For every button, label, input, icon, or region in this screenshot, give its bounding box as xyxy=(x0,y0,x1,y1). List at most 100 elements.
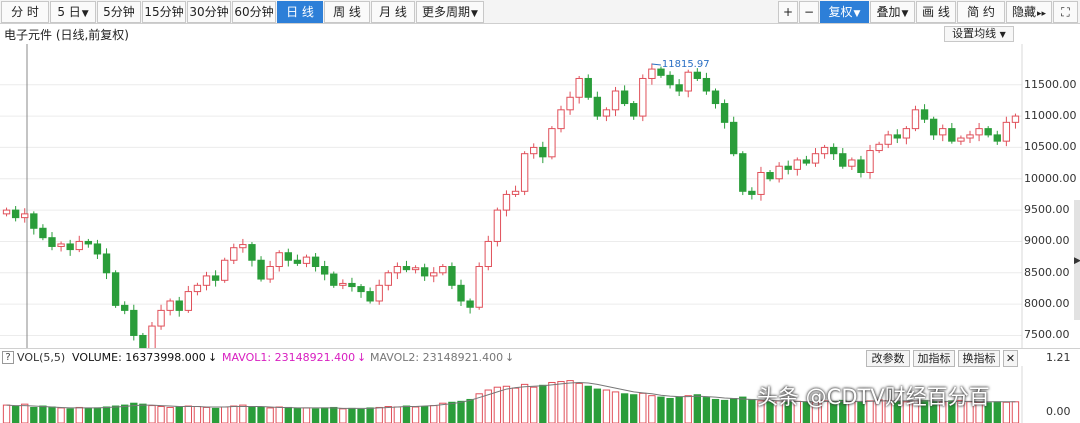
candle xyxy=(757,166,765,201)
candle xyxy=(357,284,365,298)
volume-bar xyxy=(275,406,283,423)
ma-settings-dropdown[interactable]: 设置均线 ▼ xyxy=(944,26,1014,42)
candle-body xyxy=(475,266,483,308)
volume-bar xyxy=(648,395,656,423)
fuquan-button[interactable]: 复权▼ xyxy=(820,1,869,23)
volume-bar xyxy=(320,407,329,423)
candle-body xyxy=(284,252,292,261)
period-tab-5day[interactable]: 5 日▼ xyxy=(50,1,96,23)
volume-bar xyxy=(657,396,665,423)
candle xyxy=(711,88,720,109)
candle xyxy=(630,101,638,120)
help-icon[interactable]: ? xyxy=(2,351,14,364)
candle-body xyxy=(1011,115,1020,123)
candle xyxy=(166,298,174,316)
chevron-right-icon[interactable]: ▶ xyxy=(1074,256,1080,266)
candle-body xyxy=(784,165,792,170)
candle-body xyxy=(211,275,220,281)
candle xyxy=(257,256,265,282)
candle xyxy=(439,264,447,276)
price-tick-label: 11500.00 xyxy=(1024,77,1077,91)
volume-bar xyxy=(293,407,302,423)
period-tab-more-periods[interactable]: 更多周期▼ xyxy=(416,1,484,23)
candle-body xyxy=(184,291,193,311)
period-tab-fenshi[interactable]: 分 时 xyxy=(1,1,49,23)
candle xyxy=(339,279,347,290)
candlestick-chart[interactable]: 11815.977259.43 xyxy=(0,44,1080,348)
candle xyxy=(911,105,920,132)
ma-settings-label: 设置均线 xyxy=(952,27,997,40)
edit-params-button[interactable]: 改参数 xyxy=(866,350,910,367)
volume-bar xyxy=(502,385,511,423)
period-tab-5min[interactable]: 5分钟 xyxy=(97,1,141,23)
candle xyxy=(866,144,874,179)
price-tick-label: 10000.00 xyxy=(1024,171,1077,185)
zoom-out-button[interactable]: − xyxy=(799,1,819,23)
period-tab-15min[interactable]: 15分钟 xyxy=(142,1,186,23)
candle-body xyxy=(493,209,502,242)
period-tab-60min[interactable]: 60分钟 xyxy=(232,1,276,23)
candle xyxy=(102,248,111,280)
volume-bar xyxy=(302,407,311,423)
candle xyxy=(493,207,502,247)
candle xyxy=(693,68,702,81)
candle-body xyxy=(202,275,211,286)
price-tick-label: 8000.00 xyxy=(1024,297,1070,311)
candle xyxy=(966,130,974,144)
arrow-down-icon: ↓ xyxy=(208,351,218,364)
candle-body xyxy=(730,121,738,155)
candle-body xyxy=(239,244,247,249)
simple-button[interactable]: 简 约 xyxy=(957,1,1005,23)
volume-bar xyxy=(48,406,56,423)
candle xyxy=(902,126,911,145)
candle-body xyxy=(102,253,111,274)
period-tab-30min[interactable]: 30分钟 xyxy=(187,1,231,23)
candle xyxy=(575,75,583,104)
candle-body xyxy=(639,77,647,117)
candle xyxy=(884,130,892,149)
volume-bar xyxy=(875,399,883,423)
volume-bar xyxy=(484,389,492,423)
hide-label: 隐藏 xyxy=(1011,5,1036,19)
candle xyxy=(602,107,611,122)
candle xyxy=(48,232,56,251)
volume-bar xyxy=(84,407,93,423)
draw-line-button[interactable]: 画 线 xyxy=(916,1,956,23)
hide-button[interactable]: 隐藏▸▸ xyxy=(1006,1,1052,23)
candle xyxy=(330,271,338,288)
panel-resize-handle[interactable] xyxy=(1074,200,1080,320)
candle-body xyxy=(21,213,29,219)
candle-body xyxy=(30,213,38,229)
candle-body xyxy=(257,259,265,280)
candle xyxy=(548,126,556,160)
candle xyxy=(720,99,729,129)
period-tab-monthly[interactable]: 月 线 xyxy=(371,1,415,23)
zoom-in-button[interactable]: + xyxy=(778,1,798,23)
volume-bar xyxy=(57,407,65,423)
period-tab-label: 分 时 xyxy=(11,5,39,19)
period-tab-daily[interactable]: 日 线 xyxy=(277,1,323,23)
volume-bar xyxy=(166,406,174,423)
candle-body xyxy=(557,109,565,130)
volume-bar xyxy=(157,406,165,423)
add-indicator-button[interactable]: 加指标 xyxy=(913,350,955,367)
close-icon[interactable]: ✕ xyxy=(1003,350,1018,367)
candle-body xyxy=(466,300,474,308)
candle xyxy=(221,257,229,283)
period-tab-weekly[interactable]: 周 线 xyxy=(324,1,370,23)
candle-body xyxy=(693,71,702,79)
volume-bar xyxy=(1002,401,1011,423)
switch-indicator-button[interactable]: 换指标 xyxy=(958,350,1000,367)
candle xyxy=(21,208,29,223)
fullscreen-icon[interactable]: ⛶ xyxy=(1053,1,1078,23)
volume-bar xyxy=(30,406,38,423)
volume-bar xyxy=(211,407,220,423)
candle xyxy=(393,262,402,280)
volume-bar xyxy=(957,399,965,423)
overlay-button[interactable]: 叠加▼ xyxy=(870,1,915,23)
volume-bar xyxy=(702,397,711,423)
volume-bar xyxy=(530,386,538,423)
candle-body xyxy=(11,209,20,219)
volume-bar xyxy=(475,393,483,423)
candle-body xyxy=(293,259,302,264)
